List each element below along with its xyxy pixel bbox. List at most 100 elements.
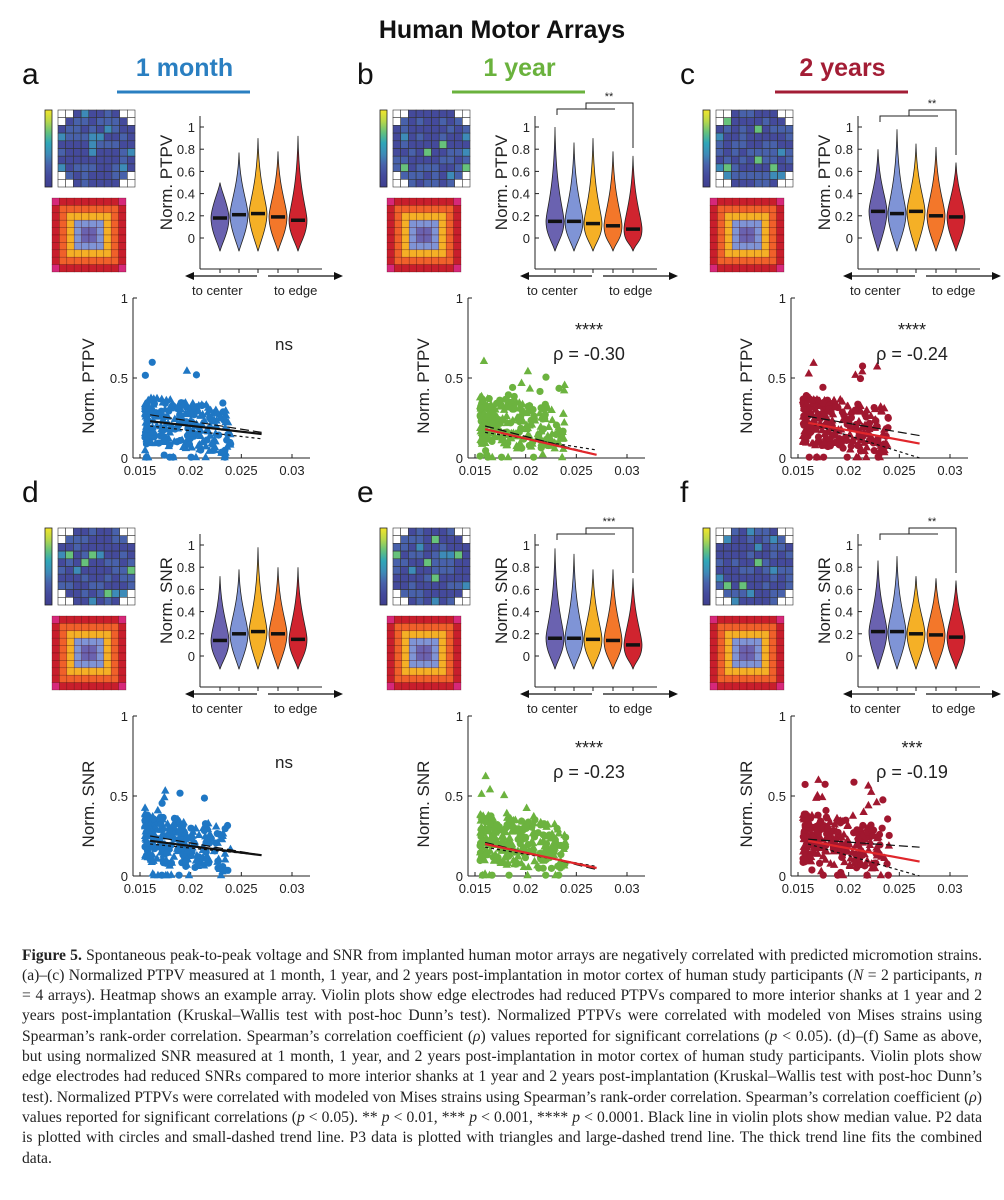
ring-map-cell [81,674,90,683]
heatmap-cell [438,109,448,118]
heatmap-cell [88,535,97,544]
p2-data-point [202,848,210,856]
ring-map-cell [96,249,105,258]
ring-map-cell [66,212,75,221]
ring-map-cell [453,652,462,661]
heatmap-cell [454,597,463,606]
ring-map-cell [746,227,755,236]
p3-data-point [142,851,151,859]
heatmap-cell [431,597,440,606]
heatmap-cell [103,155,113,165]
heatmap-cell [408,535,417,544]
heatmap-cell [446,132,455,142]
p3-data-point [201,452,210,461]
p2-data-point [816,859,824,867]
p2-data-point [799,833,807,841]
p3-data-point [498,414,507,422]
p3-data-point [202,856,212,865]
heatmap-cell [715,543,724,552]
ring-map-cell [59,623,68,632]
p3-data-point [142,821,151,829]
p3-data-point [824,832,834,841]
p2-data-point [149,815,158,823]
ring-map-cell [59,637,68,646]
p3-trend-line [150,414,262,433]
p3-data-point [483,394,492,402]
p3-data-point [807,395,816,404]
ring-map-cell [445,667,454,676]
p2-data-point [486,402,494,411]
heatmap-cell [777,558,786,567]
heatmap-cell [88,573,97,583]
ring-map-cell [761,227,770,236]
ring-map-cell [401,667,410,676]
ring-map-cell [453,264,462,273]
ring-map-cell [717,623,726,632]
p3-data-point [798,431,808,439]
heatmap-cell [415,589,425,598]
p3-data-point [843,821,852,830]
heatmap-cell [785,132,794,142]
ring-map-cell [438,234,447,243]
heatmap-cell [769,550,778,560]
violin-y-tick-label: 0.8 [177,142,195,157]
ring-map-cell [754,205,763,214]
heatmap-cell [408,597,417,606]
ring-map-cell [754,219,763,228]
heatmap-cell [423,566,432,575]
p3-data-point [872,843,881,851]
heatmap-cell [777,573,786,583]
spearman-rho: ρ = -0.23 [553,762,625,782]
ring-map-cell [739,652,748,661]
ring-map-cell [717,197,726,206]
ring-map-cell [731,630,740,639]
scatter-y-tick-label: 0.5 [110,789,128,804]
heatmap-cell [415,140,425,149]
caption-text: ρ [473,1027,481,1045]
ring-map-cell [51,264,60,273]
p3-data-point [533,429,542,438]
ring-map-cell [394,615,403,624]
ring-map-cell [103,667,112,676]
ring-map-cell [408,667,417,676]
p3-data-point [805,820,814,828]
ring-map-cell [453,682,462,691]
p3-data-point [838,415,848,424]
heatmap-cell [723,535,732,544]
ring-map-cell [96,227,105,236]
ring-map-cell [96,682,105,691]
heatmap-cell [88,140,97,149]
ring-map-cell [431,615,440,624]
violin-y-tick-label: 1 [846,120,853,135]
p3-data-point [810,440,820,449]
ring-map-cell [731,219,740,228]
heatmap-cell [103,597,113,606]
p3-data-point [837,833,846,841]
heatmap-cell [111,527,120,536]
ring-map-cell [96,205,105,214]
heatmap-cell [408,558,417,567]
p2-data-point [850,829,858,837]
ring-map-cell [88,615,97,624]
p3-data-point [852,452,861,461]
ring-map-cell [717,645,726,654]
p3-data-point [498,835,507,843]
ring-map-cell [724,256,733,265]
p2-data-point [485,435,493,443]
ring-map-cell [724,667,733,676]
arrow-head-right [334,272,343,280]
heatmap-cell [769,597,778,606]
ring-map-cell [110,227,119,236]
heatmap-cell [127,125,136,134]
heatmap-cell [446,163,455,172]
p3-data-point [167,870,176,878]
ring-map-cell [81,645,90,654]
heatmap-cell [754,527,763,536]
ring-map-cell [709,212,718,221]
heatmap-cell [769,535,778,544]
heatmap-cell [754,550,763,560]
ring-map-cell [724,615,733,624]
heatmap-cell [715,132,724,142]
